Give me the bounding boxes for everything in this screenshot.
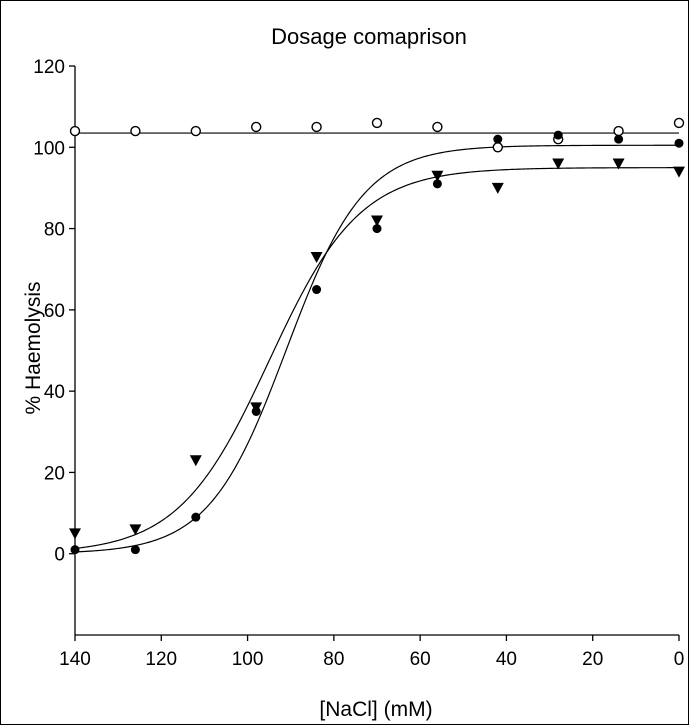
data-point-open-circle (492, 142, 503, 153)
data-point-filled-circle (191, 512, 201, 522)
data-point-triangle (189, 455, 202, 467)
data-point-open-circle (432, 121, 443, 133)
plot-area: 0 20 40 60 80 100 120 140 120 100 80 60 40 20 0 (33, 57, 685, 670)
fit-curve-series-2 (74, 144, 679, 553)
y-axis-label: % Haemolysis (22, 281, 45, 414)
y-tick-label: 0 (54, 545, 65, 566)
data-point-filled-circle (674, 138, 684, 148)
data-point-triangle (491, 182, 504, 194)
x-tick-label: 80 (323, 649, 344, 670)
x-tick-label: 140 (59, 649, 91, 670)
data-point-filled-circle (70, 545, 80, 555)
y-tick-label: 20 (44, 463, 65, 484)
y-tick-label: 40 (44, 382, 65, 403)
data-point-filled-circle (312, 285, 322, 295)
data-point-open-circle (673, 117, 685, 129)
data-point-triangle (431, 170, 444, 182)
data-point-filled-circle (493, 134, 503, 144)
y-tick-label: 60 (44, 301, 65, 322)
data-point-triangle (673, 166, 685, 178)
x-tick-label: 60 (410, 649, 431, 670)
y-tick-label: 120 (33, 57, 65, 78)
y-tick-label: 80 (44, 220, 65, 241)
data-point-triangle (129, 524, 142, 536)
data-point-open-circle (190, 125, 202, 137)
data-point-open-circle (130, 125, 141, 137)
data-point-filled-circle (130, 545, 140, 555)
chart-title: Dosage comaprison (271, 24, 467, 49)
data-point-open-circle (311, 121, 322, 133)
data-point-triangle (612, 158, 625, 170)
data-point-open-circle (69, 125, 81, 137)
data-point-open-circle (371, 117, 383, 129)
x-axis-label: [NaCl] (mM) (319, 698, 432, 721)
data-point-filled-circle (432, 179, 442, 189)
data-point-open-circle (251, 121, 262, 133)
x-tick-label: 20 (582, 649, 603, 670)
x-tick-label: 0 (674, 649, 685, 670)
data-point-filled-circle (553, 130, 563, 140)
data-point-open-circle (613, 125, 624, 137)
data-point-triangle (250, 402, 263, 414)
data-point-triangle (310, 252, 323, 264)
data-point-filled-circle (372, 224, 382, 234)
data-point-triangle (69, 528, 81, 540)
y-tick-label: 100 (33, 138, 65, 159)
data-point-triangle (371, 215, 383, 227)
data-point-triangle (552, 158, 565, 170)
data-point-filled-circle (614, 134, 624, 144)
x-tick-label: 120 (145, 649, 177, 670)
fit-curve-series-3 (74, 167, 679, 550)
x-tick-label: 100 (232, 649, 264, 670)
x-tick-label: 40 (496, 649, 517, 670)
